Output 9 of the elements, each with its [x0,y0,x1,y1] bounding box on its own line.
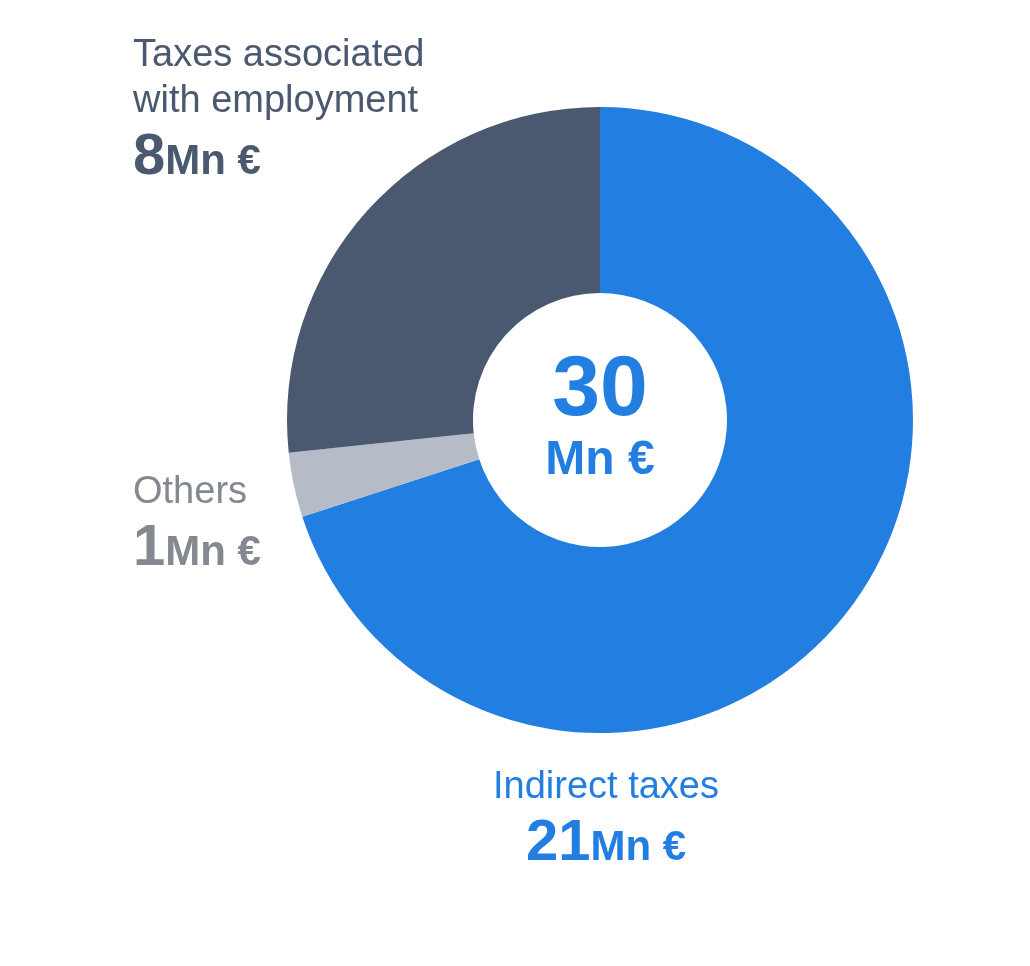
text: Mn € [545,431,655,484]
donut-slice [288,433,480,517]
slice-label: Taxes associated with employment [132,32,425,120]
slice-label: Indirect taxes [493,764,719,806]
data-label: 8Mn € [133,121,261,186]
text: 30 [552,337,648,433]
data-label: 1Mn € [133,512,261,577]
data-label: 21Mn € [525,807,687,872]
slice-label: Others [133,469,248,511]
